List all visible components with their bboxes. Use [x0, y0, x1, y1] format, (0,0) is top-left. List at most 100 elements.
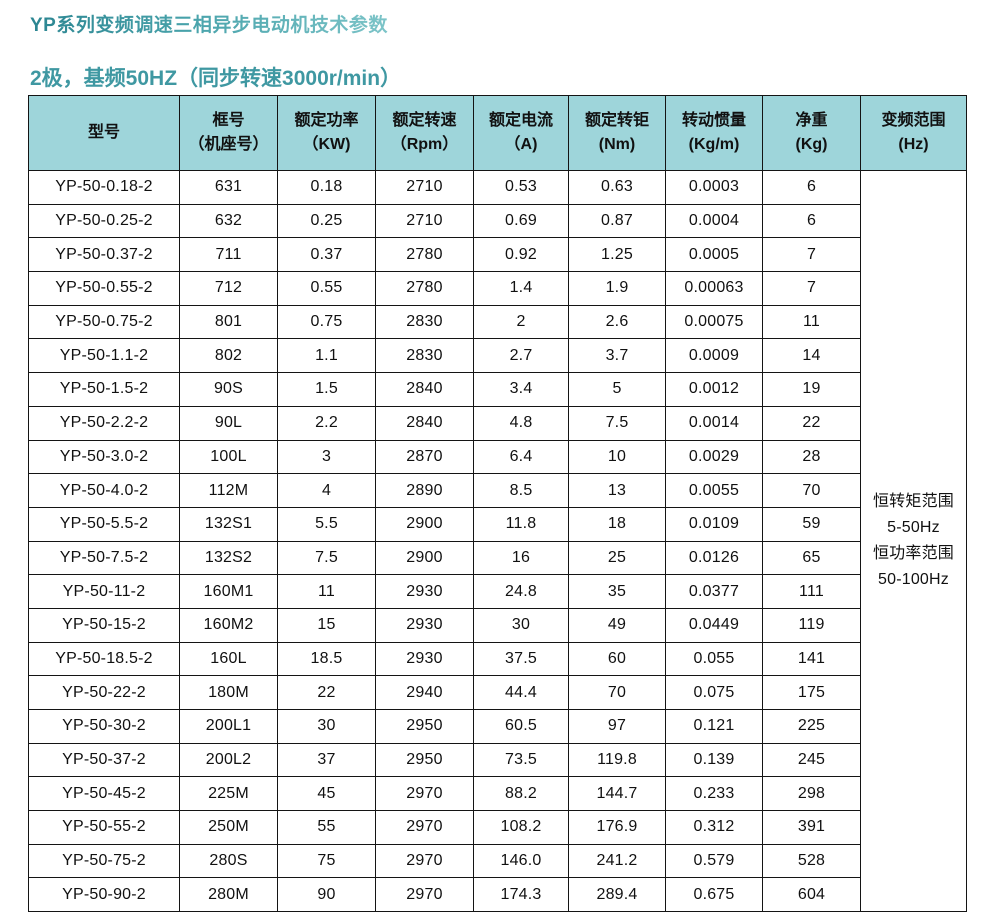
cell-model: YP-50-0.75-2 — [28, 304, 180, 340]
table-row: YP-50-30-2 200L1 30 2950 60.5 97 0.121 225 — [28, 709, 967, 744]
cell-current: 2 — [473, 304, 569, 340]
cell-weight: 22 — [762, 405, 861, 441]
table-row: YP-50-5.5-2 132S1 5.5 2900 11.8 18 0.0109 59 — [28, 506, 967, 542]
cell-frame: 200L1 — [179, 709, 278, 744]
cell-model: YP-50-0.37-2 — [28, 237, 180, 273]
cell-speed: 2710 — [375, 170, 474, 205]
cell-inertia: 0.0004 — [665, 203, 763, 239]
cell-current: 24.8 — [473, 574, 569, 609]
cell-current: 6.4 — [473, 439, 569, 475]
cell-inertia: 0.121 — [665, 709, 763, 744]
cell-power: 7.5 — [277, 540, 376, 576]
table-row: YP-50-0.37-2 711 0.37 2780 0.92 1.25 0.0005 7 — [28, 237, 967, 273]
cell-current: 4.8 — [473, 405, 569, 441]
cell-speed: 2930 — [375, 607, 474, 643]
cell-weight: 6 — [762, 170, 861, 205]
cell-power: 0.75 — [277, 304, 376, 340]
cell-weight: 70 — [762, 473, 861, 508]
cell-inertia: 0.312 — [665, 810, 763, 845]
cell-weight: 59 — [762, 506, 861, 542]
table-row: YP-50-2.2-2 90L 2.2 2840 4.8 7.5 0.0014 22 — [28, 405, 967, 441]
cell-torque: 0.87 — [568, 203, 666, 239]
cell-model: YP-50-55-2 — [28, 810, 180, 845]
cell-torque: 176.9 — [568, 810, 666, 845]
cell-power: 11 — [277, 574, 376, 609]
cell-power: 2.2 — [277, 405, 376, 441]
cell-speed: 2970 — [375, 776, 474, 812]
cell-current: 1.4 — [473, 271, 569, 306]
cell-power: 0.55 — [277, 271, 376, 306]
cell-model: YP-50-37-2 — [28, 742, 180, 778]
cell-frame: 802 — [179, 338, 278, 374]
cell-torque: 241.2 — [568, 843, 666, 879]
cell-weight: 11 — [762, 304, 861, 340]
cell-torque: 289.4 — [568, 877, 666, 912]
page-title: YP系列变频调速三相异步电动机技术参数 — [30, 10, 388, 37]
cell-inertia: 0.055 — [665, 641, 763, 677]
cell-weight: 7 — [762, 237, 861, 273]
cell-speed: 2780 — [375, 237, 474, 273]
cell-speed: 2950 — [375, 742, 474, 778]
cell-current: 146.0 — [473, 843, 569, 879]
cell-torque: 7.5 — [568, 405, 666, 441]
cell-current: 8.5 — [473, 473, 569, 508]
cell-power: 4 — [277, 473, 376, 508]
cell-model: YP-50-5.5-2 — [28, 506, 180, 542]
cell-model: YP-50-0.25-2 — [28, 203, 180, 239]
cell-current: 3.4 — [473, 372, 569, 407]
cell-current: 2.7 — [473, 338, 569, 374]
cell-frame: 225M — [179, 776, 278, 812]
cell-speed: 2940 — [375, 675, 474, 710]
cell-power: 22 — [277, 675, 376, 710]
table-row: YP-50-11-2 160M1 11 2930 24.8 35 0.0377 111 — [28, 574, 967, 609]
cell-torque: 2.6 — [568, 304, 666, 340]
column-header-power: 额定功率 （KW) — [277, 95, 376, 171]
cell-torque: 97 — [568, 709, 666, 744]
cell-power: 90 — [277, 877, 376, 912]
cell-torque: 1.25 — [568, 237, 666, 273]
cell-inertia: 0.0014 — [665, 405, 763, 441]
cell-current: 11.8 — [473, 506, 569, 542]
cell-power: 15 — [277, 607, 376, 643]
spec-table-container: 型号 框号 （机座号） 额定功率 （KW) 额定转速 （Rpm） — [28, 95, 967, 912]
cell-inertia: 0.075 — [665, 675, 763, 710]
cell-inertia: 0.0009 — [665, 338, 763, 374]
cell-current: 0.53 — [473, 170, 569, 205]
cell-weight: 111 — [762, 574, 861, 609]
table-row: YP-50-3.0-2 100L 3 2870 6.4 10 0.0029 28 — [28, 439, 967, 475]
cell-weight: 28 — [762, 439, 861, 475]
cell-inertia: 0.00075 — [665, 304, 763, 340]
cell-inertia: 0.0377 — [665, 574, 763, 609]
cell-power: 75 — [277, 843, 376, 879]
cell-inertia: 0.0449 — [665, 607, 763, 643]
table-row: YP-50-37-2 200L2 37 2950 73.5 119.8 0.139 245 — [28, 742, 967, 778]
column-header-frequency-range: 变频范围 (Hz) — [860, 95, 967, 171]
cell-current: 30 — [473, 607, 569, 643]
cell-weight: 604 — [762, 877, 861, 912]
table-body: YP-50-0.18-2 631 0.18 2710 0.53 0.63 0.0003 6 恒转… — [28, 169, 967, 912]
cell-frame: 712 — [179, 271, 278, 306]
cell-weight: 14 — [762, 338, 861, 374]
cell-torque: 1.9 — [568, 271, 666, 306]
table-row: YP-50-0.55-2 712 0.55 2780 1.4 1.9 0.00063 7 — [28, 271, 967, 306]
cell-weight: 391 — [762, 810, 861, 845]
cell-model: YP-50-3.0-2 — [28, 439, 180, 475]
cell-current: 60.5 — [473, 709, 569, 744]
cell-model: YP-50-30-2 — [28, 709, 180, 744]
cell-torque: 60 — [568, 641, 666, 677]
table-row: YP-50-1.1-2 802 1.1 2830 2.7 3.7 0.0009 14 — [28, 338, 967, 374]
table-row: YP-50-45-2 225M 45 2970 88.2 144.7 0.233 298 — [28, 776, 967, 812]
cell-power: 0.37 — [277, 237, 376, 273]
cell-torque: 25 — [568, 540, 666, 576]
cell-power: 55 — [277, 810, 376, 845]
cell-weight: 175 — [762, 675, 861, 710]
cell-model: YP-50-1.5-2 — [28, 372, 180, 407]
cell-frame: 160M1 — [179, 574, 278, 609]
cell-power: 1.5 — [277, 372, 376, 407]
cell-inertia: 0.0109 — [665, 506, 763, 542]
cell-torque: 119.8 — [568, 742, 666, 778]
cell-torque: 18 — [568, 506, 666, 542]
cell-speed: 2900 — [375, 506, 474, 542]
cell-speed: 2890 — [375, 473, 474, 508]
